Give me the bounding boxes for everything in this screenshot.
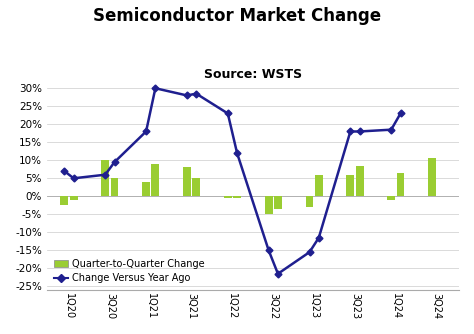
Bar [346,175,354,196]
Legend: Quarter-to-Quarter Change, Change Versus Year Ago: Quarter-to-Quarter Change, Change Versus… [52,257,207,285]
Bar [101,160,109,196]
Bar [387,196,395,200]
Bar [356,166,364,196]
Bar [192,178,200,196]
Bar [397,173,404,196]
Bar [152,164,159,196]
Bar [233,196,241,198]
Bar [315,175,323,196]
Text: Semiconductor Market Change: Semiconductor Market Change [93,7,381,25]
Bar [142,182,150,196]
Bar [428,159,436,196]
Bar [61,196,68,205]
Bar [224,196,232,198]
Bar [306,196,313,207]
Bar [110,178,118,196]
Title: Source: WSTS: Source: WSTS [204,68,302,81]
Bar [265,196,273,214]
Bar [183,167,191,196]
Bar [70,196,78,200]
Bar [274,196,282,209]
